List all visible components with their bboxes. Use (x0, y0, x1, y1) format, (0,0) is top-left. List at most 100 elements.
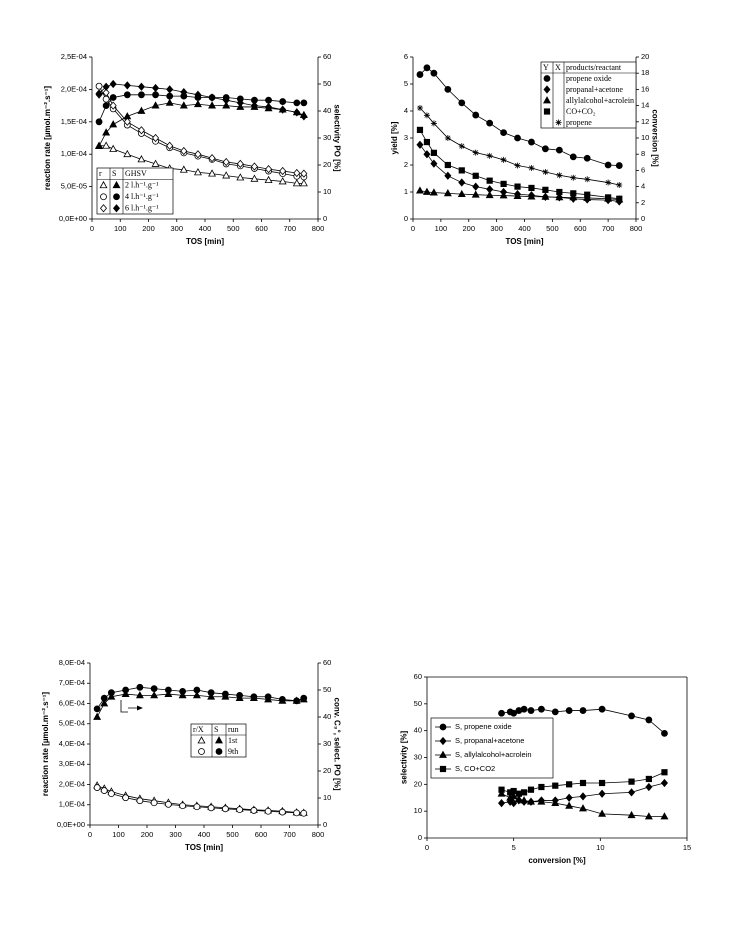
data-point (542, 145, 549, 153)
data-point (444, 135, 451, 141)
data-point (152, 133, 160, 143)
data-point (193, 803, 201, 811)
data-point (207, 689, 215, 697)
data-point (250, 807, 258, 814)
data-point (107, 692, 116, 700)
data-point (166, 85, 174, 94)
data-point (569, 153, 577, 161)
data-point (152, 91, 159, 99)
x-tick-label: 200 (141, 830, 154, 839)
data-point (515, 790, 522, 797)
y-tick-label: 0 (418, 833, 422, 842)
data-point (583, 154, 591, 162)
series-line (419, 144, 620, 202)
data-point (150, 685, 158, 693)
legend-label: propanal+acetone (566, 85, 623, 94)
legend-header: S (214, 725, 218, 734)
legend-marker (99, 204, 108, 213)
data-point (278, 808, 286, 816)
data-point (644, 812, 653, 820)
data-point (109, 94, 117, 101)
legend-label: CO+CO₂ (566, 107, 596, 116)
data-point (542, 186, 549, 193)
y-axis-title: reaction rate [µmol.m⁻².s⁻¹] (41, 692, 50, 797)
data-point (628, 788, 636, 797)
x-tick-label: 10 (596, 843, 604, 852)
data-point (293, 809, 301, 817)
x-tick-label: 300 (170, 224, 183, 233)
y-axis-title: reaction rate [µmol.m⁻².s⁻¹] (43, 86, 52, 191)
data-point (222, 96, 230, 105)
data-point (500, 156, 507, 163)
data-point (584, 191, 591, 198)
data-point (300, 694, 308, 702)
data-point (500, 180, 507, 187)
y-tick-label: 3,0E-04 (59, 759, 85, 768)
data-point (151, 101, 160, 109)
data-point (293, 108, 301, 117)
data-point (100, 694, 108, 702)
legend-marker (198, 748, 205, 755)
data-point (122, 686, 130, 694)
x-tick-label: 800 (630, 224, 643, 233)
y2-tick-label: 8 (641, 149, 645, 158)
y2-tick-label: 10 (323, 187, 331, 196)
series-line (419, 107, 620, 186)
y2-axis-title: conv. C₃°, select. PO [%] (332, 698, 341, 791)
data-point (528, 164, 535, 171)
data-point (556, 172, 563, 179)
data-point (514, 134, 521, 142)
data-point (179, 101, 188, 109)
data-point (150, 799, 158, 807)
data-point (109, 144, 118, 152)
data-point (458, 178, 466, 187)
y-tick-label: 5,0E-05 (61, 182, 87, 191)
legend-marker (100, 193, 107, 201)
y2-tick-label: 14 (641, 101, 649, 110)
x-tick-label: 400 (518, 224, 531, 233)
data-point (486, 152, 493, 159)
data-point (107, 790, 115, 798)
data-point (551, 798, 560, 807)
data-point (661, 769, 668, 776)
data-point (151, 159, 160, 167)
data-point (416, 126, 424, 133)
legend-marker (543, 108, 551, 115)
data-point (423, 150, 431, 159)
series-line (419, 129, 620, 200)
y-tick-label: 1,0E-04 (59, 800, 85, 809)
y-tick-label: 30 (414, 752, 422, 761)
x-tick-label: 200 (462, 224, 475, 233)
data-point (109, 79, 117, 89)
x-tick-label: 600 (255, 224, 268, 233)
data-point (570, 190, 577, 197)
data-point (500, 129, 507, 137)
x-tick-label: 100 (435, 224, 448, 233)
data-point (222, 157, 230, 167)
data-point (138, 91, 145, 99)
data-point (605, 194, 612, 201)
data-point (430, 120, 437, 127)
x-tick-label: 100 (114, 224, 127, 233)
data-point (93, 705, 101, 713)
data-point (102, 88, 110, 97)
data-point (570, 174, 577, 181)
data-point (278, 177, 287, 185)
data-point (192, 691, 201, 699)
data-point (616, 181, 623, 188)
data-point (236, 173, 245, 181)
x-tick-label: 500 (227, 224, 240, 233)
y-tick-label: 2 (404, 160, 408, 169)
y-tick-label: 4,0E-04 (59, 739, 85, 748)
x-tick-label: 400 (199, 224, 212, 233)
legend-label: allylalcohol+acrolein (566, 96, 634, 105)
y-tick-label: 1,5E-04 (61, 117, 87, 126)
y-tick-label: 40 (414, 726, 422, 735)
x-tick-label: 500 (226, 830, 239, 839)
data-point (513, 191, 522, 199)
data-point (208, 153, 216, 163)
data-point (458, 167, 465, 174)
legend-label: 1st (228, 736, 238, 745)
data-point (100, 787, 108, 794)
